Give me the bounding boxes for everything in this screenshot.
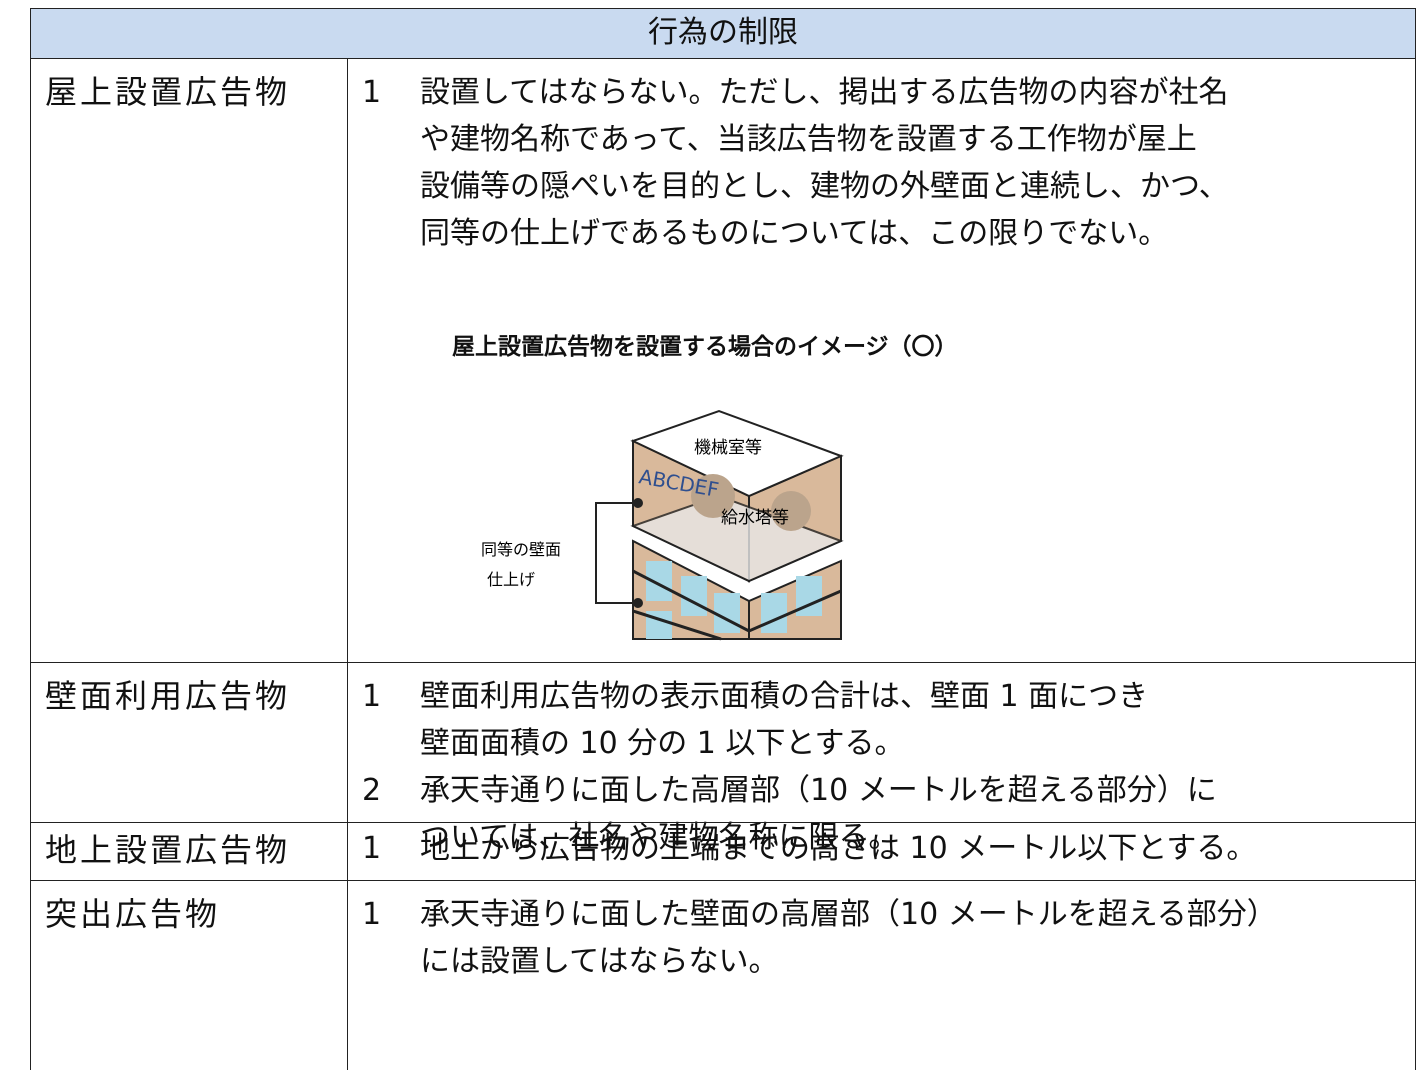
item-number: 1 — [362, 831, 382, 866]
item-number: 1 — [362, 679, 382, 714]
item-text: ついては、社名や建物名称に限る。 — [420, 820, 899, 855]
item-text: や建物名称であって、当該広告物を設置する工作物が屋上 — [420, 122, 1197, 157]
row-label: 地上設置広告物 — [30, 822, 348, 881]
item-text: 承天寺通りに面した高層部（10 メートルを超える部分）に — [420, 773, 1217, 808]
row-body: 1 承天寺通りに面した壁面の高層部（10 メートルを超える部分） には設置してはなら… — [347, 880, 1416, 1070]
figure-title: 屋上設置広告物を設置する場合のイメージ（〇） — [452, 334, 958, 360]
item-number: 1 — [362, 897, 382, 932]
figure-label: 仕上げ — [487, 570, 535, 589]
row-label: 突出広告物 — [30, 880, 348, 1070]
item-text: 同等の仕上げであるものについては、この限りでない。 — [420, 216, 1169, 251]
item-text: 壁面利用広告物の表示面積の合計は、壁面 1 面につき — [420, 679, 1149, 714]
figure-label: 給水塔等 — [721, 508, 789, 528]
item-text: 設備等の隠ぺいを目的とし、建物の外壁面と連続し、かつ、 — [420, 169, 1229, 204]
row-label: 壁面利用広告物 — [30, 662, 348, 823]
figure-label: 同等の壁面 — [481, 540, 561, 559]
figure: 機械室等 ABCDEF 給水塔等 同等の壁面 仕上げ — [481, 409, 844, 641]
item-text: 壁面面積の 10 分の 1 以下とする。 — [420, 726, 905, 761]
table-header: 行為の制限 — [30, 8, 1416, 59]
row-label: 屋上設置広告物 — [30, 58, 348, 663]
item-text: 承天寺通りに面した壁面の高層部（10 メートルを超える部分） — [420, 897, 1277, 932]
item-text: 地上から広告物の上端までの高さは 10 メートル以下とする。 — [420, 831, 1257, 866]
figure-label: 機械室等 — [694, 438, 762, 458]
row-body: 1 壁面利用広告物の表示面積の合計は、壁面 1 面につき 壁面面積の 10 分の 1… — [347, 662, 1416, 855]
item-number: 2 — [362, 773, 382, 808]
item-text: 設置してはならない。ただし、掲出する広告物の内容が社名 — [420, 75, 1229, 110]
item-number: 1 — [362, 75, 382, 110]
item-text: には設置してはならない。 — [420, 944, 779, 979]
row-body: 1 地上から広告物の上端までの高さは 10 メートル以下とする。 — [347, 822, 1416, 881]
row-body: 屋上設置広告物を設置する場合のイメージ（〇） 機械室等 ABCDEF 給水 — [347, 58, 1416, 663]
